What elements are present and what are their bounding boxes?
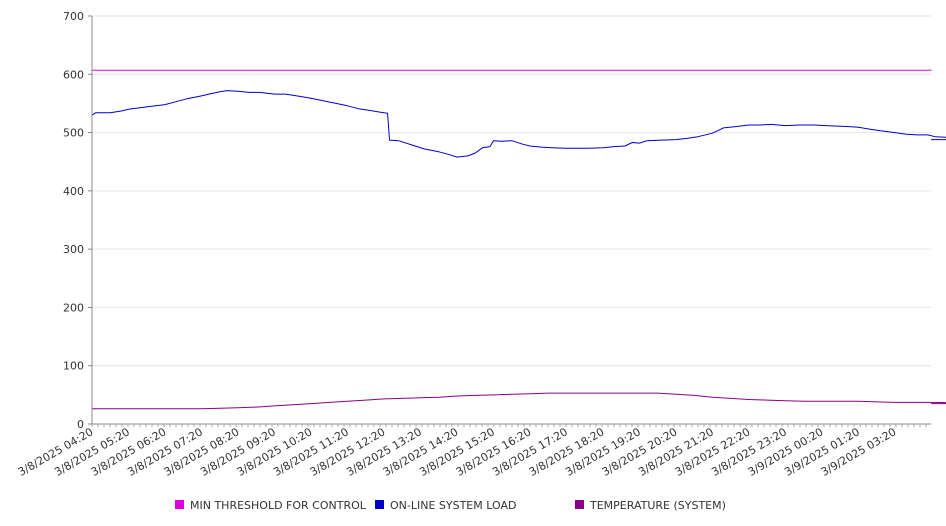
series-temperature-system [92,392,946,410]
y-tick-label: 200 [63,301,84,314]
legend: MIN THRESHOLD FOR CONTROL ON-LINE SYSTEM … [175,499,726,512]
x-axis-ticks: 3/8/2025 04:203/8/2025 05:203/8/2025 06:… [16,424,927,479]
series-lines [91,69,946,410]
legend-swatch [175,500,184,509]
y-tick-label: 500 [63,127,84,140]
legend-swatch [375,500,384,509]
y-tick-label: 400 [63,185,84,198]
gridlines [92,15,931,367]
y-tick-label: 600 [63,68,84,81]
y-tick-label: 100 [63,360,84,373]
legend-label: ON-LINE SYSTEM LOAD [390,499,516,512]
series-on-line-system-load [91,90,946,158]
legend-swatch [575,500,584,509]
y-tick-label: 300 [63,243,84,256]
y-tick-label: 700 [63,10,84,23]
legend-label: TEMPERATURE (SYSTEM) [589,499,726,512]
y-tick-label: 0 [77,418,84,431]
y-axis-ticks: 0 100 200 300 400 500 600 700 [63,10,92,431]
legend-label: MIN THRESHOLD FOR CONTROL [190,499,367,512]
axes [91,16,931,425]
